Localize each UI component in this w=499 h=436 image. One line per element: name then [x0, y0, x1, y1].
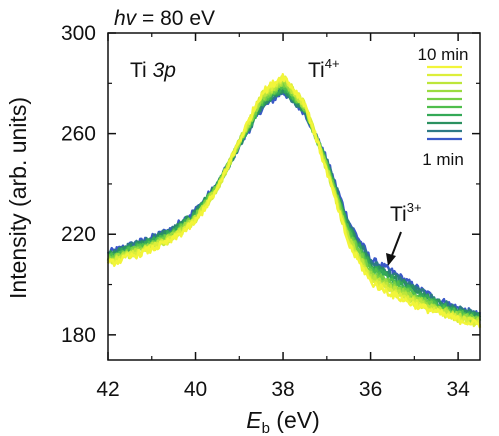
x-axis-subscript: b [262, 420, 270, 436]
y-tick-label: 260 [61, 123, 96, 146]
x-tick-label: 38 [271, 378, 294, 401]
core-level-orbital: 3p [153, 59, 176, 82]
legend-top-label: 10 min [417, 45, 468, 64]
spectrum-line [106, 79, 481, 326]
photon-energy-symbol: hv [114, 7, 138, 30]
y-axis-title: Intensity (arb. units) [5, 97, 31, 299]
axis-ticks: 42 40 38 36 34 180 220 260 300 [61, 22, 480, 401]
spectrum-line [106, 78, 482, 325]
x-axis-title: Eb (eV) [246, 407, 320, 436]
x-tick-label: 36 [359, 378, 382, 401]
spectra-curves [106, 73, 482, 329]
photon-energy-label: hv = 80 eV [114, 7, 215, 30]
x-tick-label: 42 [96, 378, 119, 401]
y-tick-label: 300 [61, 22, 96, 45]
legend-bottom-label: 1 min [422, 150, 464, 169]
spectrum-line [108, 81, 482, 322]
ti4-charge: 4+ [325, 56, 340, 71]
spectrum-line [107, 77, 482, 327]
core-level-element: Ti [130, 59, 153, 82]
spectrum-line [107, 83, 482, 323]
x-axis-unit: (eV) [270, 407, 320, 433]
spectrum-line [106, 91, 482, 318]
spectrum-line [107, 85, 482, 319]
spectrum-line [107, 87, 482, 320]
x-axis-symbol: E [246, 407, 262, 433]
ti4-label: Ti4+ [308, 56, 340, 82]
ti3-charge: 3+ [407, 200, 422, 215]
y-tick-label: 180 [61, 324, 96, 347]
ti3-label: Ti3+ [390, 200, 422, 226]
plot-frame [107, 32, 481, 361]
x-tick-label: 40 [184, 378, 207, 401]
legend-color-scale [427, 65, 462, 141]
photon-energy-value: = 80 eV [136, 7, 215, 30]
x-tick-label: 34 [446, 378, 470, 401]
ti3-arrow-icon [386, 231, 402, 266]
ti3-base: Ti [390, 203, 407, 226]
spectrum-line [106, 73, 482, 329]
ti4-base: Ti [308, 59, 325, 82]
core-level-label: Ti 3p [130, 59, 176, 82]
y-tick-label: 220 [61, 223, 96, 246]
